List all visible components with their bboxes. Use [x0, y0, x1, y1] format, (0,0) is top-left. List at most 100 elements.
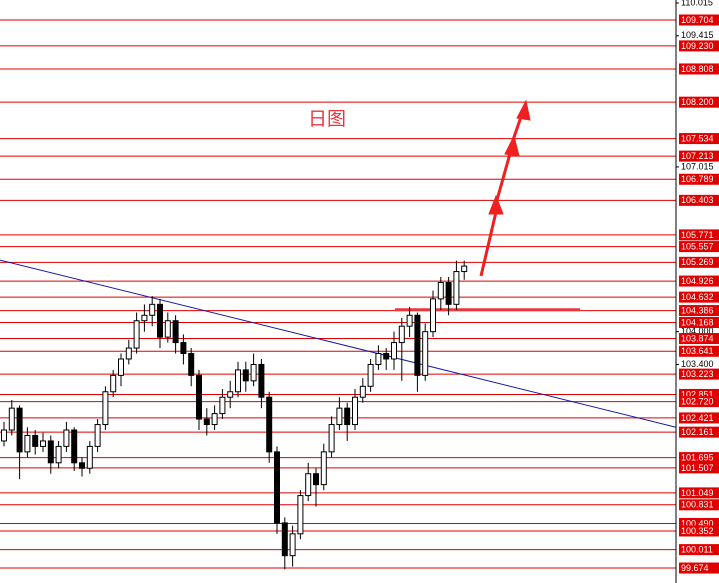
level-label: 109.230: [681, 41, 714, 51]
level-label-bg: [679, 256, 719, 268]
level-label-bg: [679, 388, 719, 400]
level-label-bg: [679, 96, 719, 108]
candle-body: [188, 353, 195, 376]
candle-body: [157, 303, 163, 338]
level-label: 103.641: [681, 346, 714, 356]
level-label-bg: [679, 345, 719, 357]
candle-body: [289, 533, 296, 557]
level-label: 104.386: [681, 305, 714, 315]
level-label-bg: [679, 305, 719, 317]
candle-body: [242, 369, 249, 382]
level-label-bg: [679, 412, 719, 424]
y-tick-label: 109.415: [681, 30, 714, 40]
candle-body: [24, 434, 31, 453]
level-label: 103.874: [681, 333, 714, 343]
candle-body: [250, 363, 257, 382]
level-label-bg: [679, 525, 719, 537]
candle-body: [149, 303, 156, 316]
level-label: 102.720: [681, 396, 714, 406]
candle-body: [94, 424, 101, 447]
candle-body: [352, 396, 358, 426]
candle-body: [313, 473, 319, 486]
candle-body: [203, 418, 210, 426]
level-label-bg: [679, 194, 719, 206]
candle-body: [383, 353, 390, 360]
level-label: 109.704: [681, 15, 714, 25]
candle-body: [63, 429, 70, 447]
candle-body: [305, 473, 312, 497]
candle-body: [258, 363, 265, 398]
candle-body: [375, 353, 382, 365]
level-label-bg: [679, 452, 719, 464]
candle-body: [367, 363, 374, 387]
candle-body: [40, 440, 46, 447]
candle-body: [297, 495, 304, 535]
arrow-line: [495, 149, 513, 201]
level-label-bg: [679, 499, 719, 511]
candle-body: [86, 445, 93, 469]
level-label: 107.213: [681, 151, 714, 161]
chart-title: 日图: [308, 109, 346, 130]
arrow-head: [504, 134, 520, 157]
candle-body: [47, 440, 54, 464]
candle-body: [336, 407, 343, 426]
candle-body: [398, 325, 405, 344]
level-label-bg: [679, 40, 719, 52]
candle-body: [430, 298, 436, 333]
level-label: 105.771: [681, 230, 714, 240]
level-label-bg: [679, 426, 719, 438]
level-label-bg: [679, 133, 719, 145]
candle-body: [227, 391, 234, 398]
level-label-bg: [679, 63, 719, 75]
candle-body: [125, 347, 132, 360]
level-label: 103.223: [681, 369, 714, 379]
candle-body: [320, 451, 327, 486]
candle-body: [32, 434, 39, 447]
level-label: 101.507: [681, 463, 714, 473]
arrows: [479, 99, 531, 277]
candle-body: [211, 413, 218, 426]
level-label: 104.632: [681, 292, 714, 302]
candle-body: [219, 396, 226, 415]
y-tick-label: 110.015: [681, 0, 713, 7]
level-label: 101.695: [681, 452, 714, 462]
y-tick-label: 103.400: [681, 359, 714, 369]
candle-body: [141, 314, 148, 322]
candle-body: [71, 429, 78, 464]
candle-body: [461, 265, 468, 273]
trendline: [0, 259, 677, 428]
candle-body: [406, 314, 413, 327]
candle-body: [274, 451, 280, 524]
level-label-bg: [679, 173, 719, 185]
candle-body: [172, 320, 179, 344]
candle-body: [102, 391, 109, 426]
candle-body: [235, 369, 241, 393]
level-label-bg: [679, 487, 719, 499]
arrow-head: [516, 99, 531, 121]
level-label: 107.534: [681, 133, 714, 143]
level-label-bg: [679, 150, 719, 162]
level-label: 101.049: [681, 488, 714, 498]
level-label: 100.831: [681, 500, 714, 510]
candle-body: [437, 281, 444, 300]
candle-body: [133, 320, 140, 349]
level-label: 100.011: [681, 544, 713, 554]
level-label: 102.161: [681, 427, 714, 437]
arrow-line: [479, 211, 498, 277]
level-label-bg: [679, 229, 719, 241]
level-label-bg: [679, 544, 719, 556]
level-label: 105.269: [681, 257, 714, 267]
level-label: 105.557: [681, 241, 714, 251]
candle-body: [1, 429, 7, 442]
candle-body: [359, 385, 366, 398]
level-label-bg: [679, 275, 719, 287]
candle-body: [266, 396, 273, 453]
candle-body: [118, 358, 124, 376]
candle-body: [16, 407, 23, 453]
candle-body: [79, 462, 85, 469]
level-label: 99.674: [681, 563, 709, 573]
y-tick-label: 107.015: [681, 161, 714, 171]
